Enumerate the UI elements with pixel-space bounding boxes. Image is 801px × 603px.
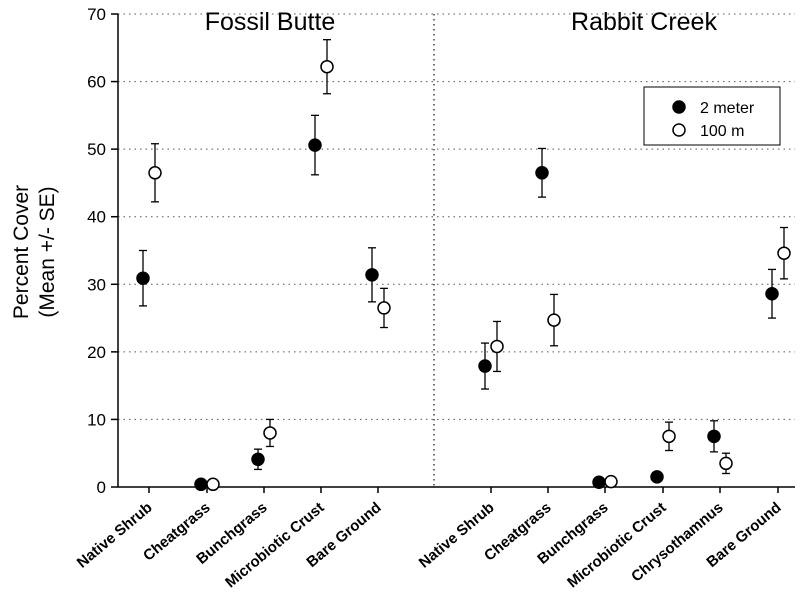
point-rabbit-creek-native-shrub-100-m	[490, 339, 504, 354]
y-tick-label-20: 20	[87, 343, 106, 362]
legend-marker-2-meter	[672, 100, 686, 114]
point-rabbit-creek-chrysothamnus-2-meter	[707, 429, 721, 444]
y-tick-label-0: 0	[97, 478, 106, 497]
point-fossil-butte-cheatgrass-2-meter	[194, 477, 208, 492]
point-rabbit-creek-bare-ground-100-m	[777, 246, 791, 260]
legend-label-2-meter: 2 meter	[700, 100, 755, 117]
panel-title-fossil-butte: Fossil Butte	[205, 8, 336, 36]
point-fossil-butte-bare-ground-2-meter	[365, 268, 379, 282]
y-tick-label-40: 40	[87, 208, 106, 227]
y-axis-label-line2: (Mean +/- SE)	[36, 186, 59, 317]
y-tick-label-30: 30	[87, 275, 106, 294]
point-fossil-butte-native-shrub-2-meter	[136, 271, 150, 285]
point-rabbit-creek-bare-ground-2-meter	[765, 286, 779, 301]
point-fossil-butte-microbiotic-crust-2-meter	[308, 138, 322, 152]
x-tick-label-fossil-butte-native-shrub: Native Shrub	[74, 499, 156, 572]
x-tick-label-rabbit-creek-native-shrub: Native Shrub	[416, 499, 498, 572]
point-fossil-butte-bunchgrass-100-m	[263, 426, 277, 440]
point-rabbit-creek-bunchgrass-2-meter	[592, 475, 606, 490]
point-rabbit-creek-cheatgrass-100-m	[547, 313, 561, 327]
point-rabbit-creek-native-shrub-2-meter	[478, 359, 492, 373]
point-fossil-butte-native-shrub-100-m	[148, 166, 162, 180]
point-rabbit-creek-chrysothamnus-100-m	[719, 456, 733, 471]
legend-box	[643, 86, 781, 146]
point-fossil-butte-microbiotic-crust-100-m	[320, 59, 334, 74]
point-fossil-butte-cheatgrass-100-m	[206, 477, 220, 492]
axes	[117, 14, 795, 488]
panel-title-rabbit-creek: Rabbit Creek	[571, 8, 717, 36]
grid-lines	[118, 13, 795, 420]
y-tick-label-60: 60	[87, 73, 106, 92]
point-rabbit-creek-microbiotic-crust-100-m	[662, 429, 676, 444]
y-tick-label-10: 10	[87, 410, 106, 429]
y-axis-label-line1: Percent Cover	[10, 185, 33, 319]
data-points	[136, 59, 791, 492]
x-tick-label-fossil-butte-microbiotic-crust: Microbiotic Crust	[222, 499, 327, 591]
point-rabbit-creek-microbiotic-crust-2-meter	[650, 470, 664, 484]
x-tick-label-rabbit-creek-microbiotic-crust: Microbiotic Crust	[564, 499, 669, 591]
legend: 2 meter 100 m	[643, 86, 781, 146]
y-tick-label-70: 70	[87, 5, 106, 24]
point-rabbit-creek-bunchgrass-100-m	[604, 474, 618, 489]
y-tick-label-50: 50	[87, 140, 106, 159]
x-ticks: Native ShrubCheatgrassBunchgrassMicrobio…	[74, 487, 785, 591]
point-fossil-butte-bunchgrass-2-meter	[251, 452, 265, 467]
point-rabbit-creek-cheatgrass-2-meter	[535, 166, 549, 180]
y-ticks: 0 10 20 30 40 50 60 70	[87, 5, 118, 497]
legend-label-100-m: 100 m	[700, 123, 744, 140]
point-fossil-butte-bare-ground-100-m	[377, 301, 391, 315]
legend-marker-100-m	[672, 123, 686, 137]
